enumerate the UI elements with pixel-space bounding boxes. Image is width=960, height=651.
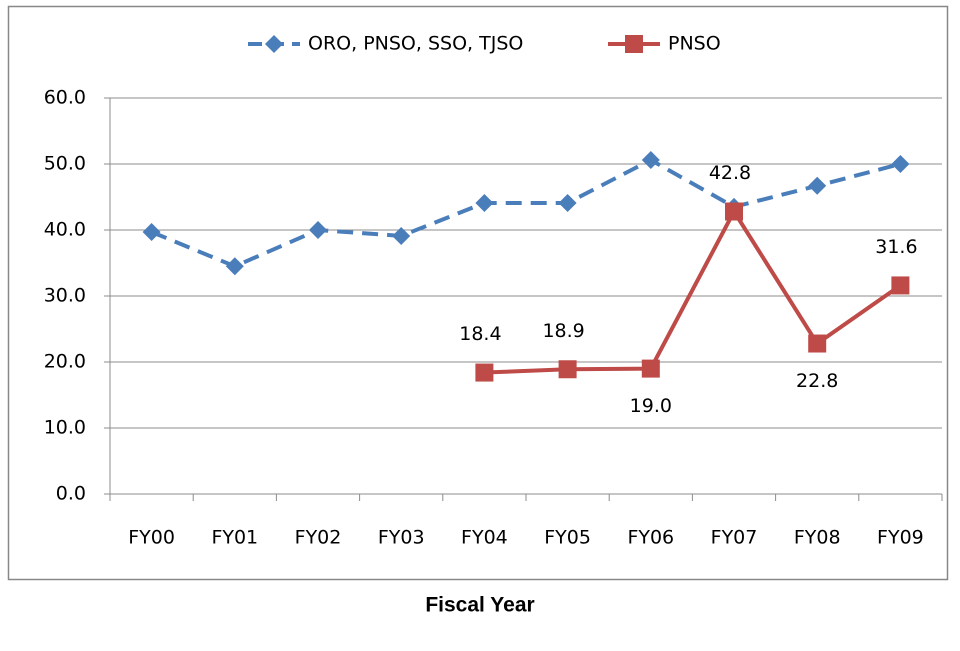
point <box>808 334 827 353</box>
point <box>725 202 743 221</box>
data-label: 18.4 <box>459 323 501 345</box>
legend-marker <box>625 35 643 53</box>
y-tick-label: 60.0 <box>44 87 86 109</box>
x-tick-label: FY03 <box>378 527 425 549</box>
x-tick-label: FY07 <box>711 527 758 549</box>
x-tick-label: FY02 <box>295 527 342 549</box>
point <box>475 363 494 382</box>
data-label: 22.8 <box>796 370 838 392</box>
y-tick-label: 20.0 <box>44 351 86 373</box>
point <box>142 222 161 241</box>
legend-label: PNSO <box>668 33 721 55</box>
data-label: 31.6 <box>875 236 917 258</box>
data-label: 19.0 <box>630 395 672 417</box>
y-tick-label: 30.0 <box>44 285 86 307</box>
chart-border <box>7 5 949 581</box>
point <box>558 360 577 379</box>
series-line <box>484 207 902 375</box>
legend-marker <box>265 35 283 53</box>
x-tick-label: FY09 <box>877 527 924 549</box>
point <box>392 226 411 245</box>
series-line <box>150 157 901 269</box>
y-tick-label: 50.0 <box>44 153 86 175</box>
x-tick-label: FY00 <box>128 527 175 549</box>
x-tick-label: FY01 <box>211 527 258 549</box>
x-axis-title: Fiscal Year <box>425 594 534 617</box>
legend-label: ORO, PNSO, SSO, TJSO <box>308 33 523 55</box>
y-tick-label: 0.0 <box>56 483 86 505</box>
point <box>641 151 660 170</box>
point <box>808 176 827 195</box>
x-tick-label: FY04 <box>461 527 508 549</box>
point <box>891 276 910 295</box>
x-tick-label: FY08 <box>794 527 841 549</box>
data-label: 18.9 <box>542 320 584 342</box>
point <box>309 221 327 239</box>
point <box>475 193 494 212</box>
point <box>558 193 577 212</box>
y-tick-label: 10.0 <box>44 417 86 439</box>
y-tick-label: 40.0 <box>44 219 86 241</box>
x-tick-label: FY05 <box>544 527 591 549</box>
point <box>225 257 244 276</box>
x-tick-label: FY06 <box>627 527 674 549</box>
data-label: 42.8 <box>709 162 751 184</box>
point <box>641 359 660 378</box>
point <box>891 155 910 173</box>
